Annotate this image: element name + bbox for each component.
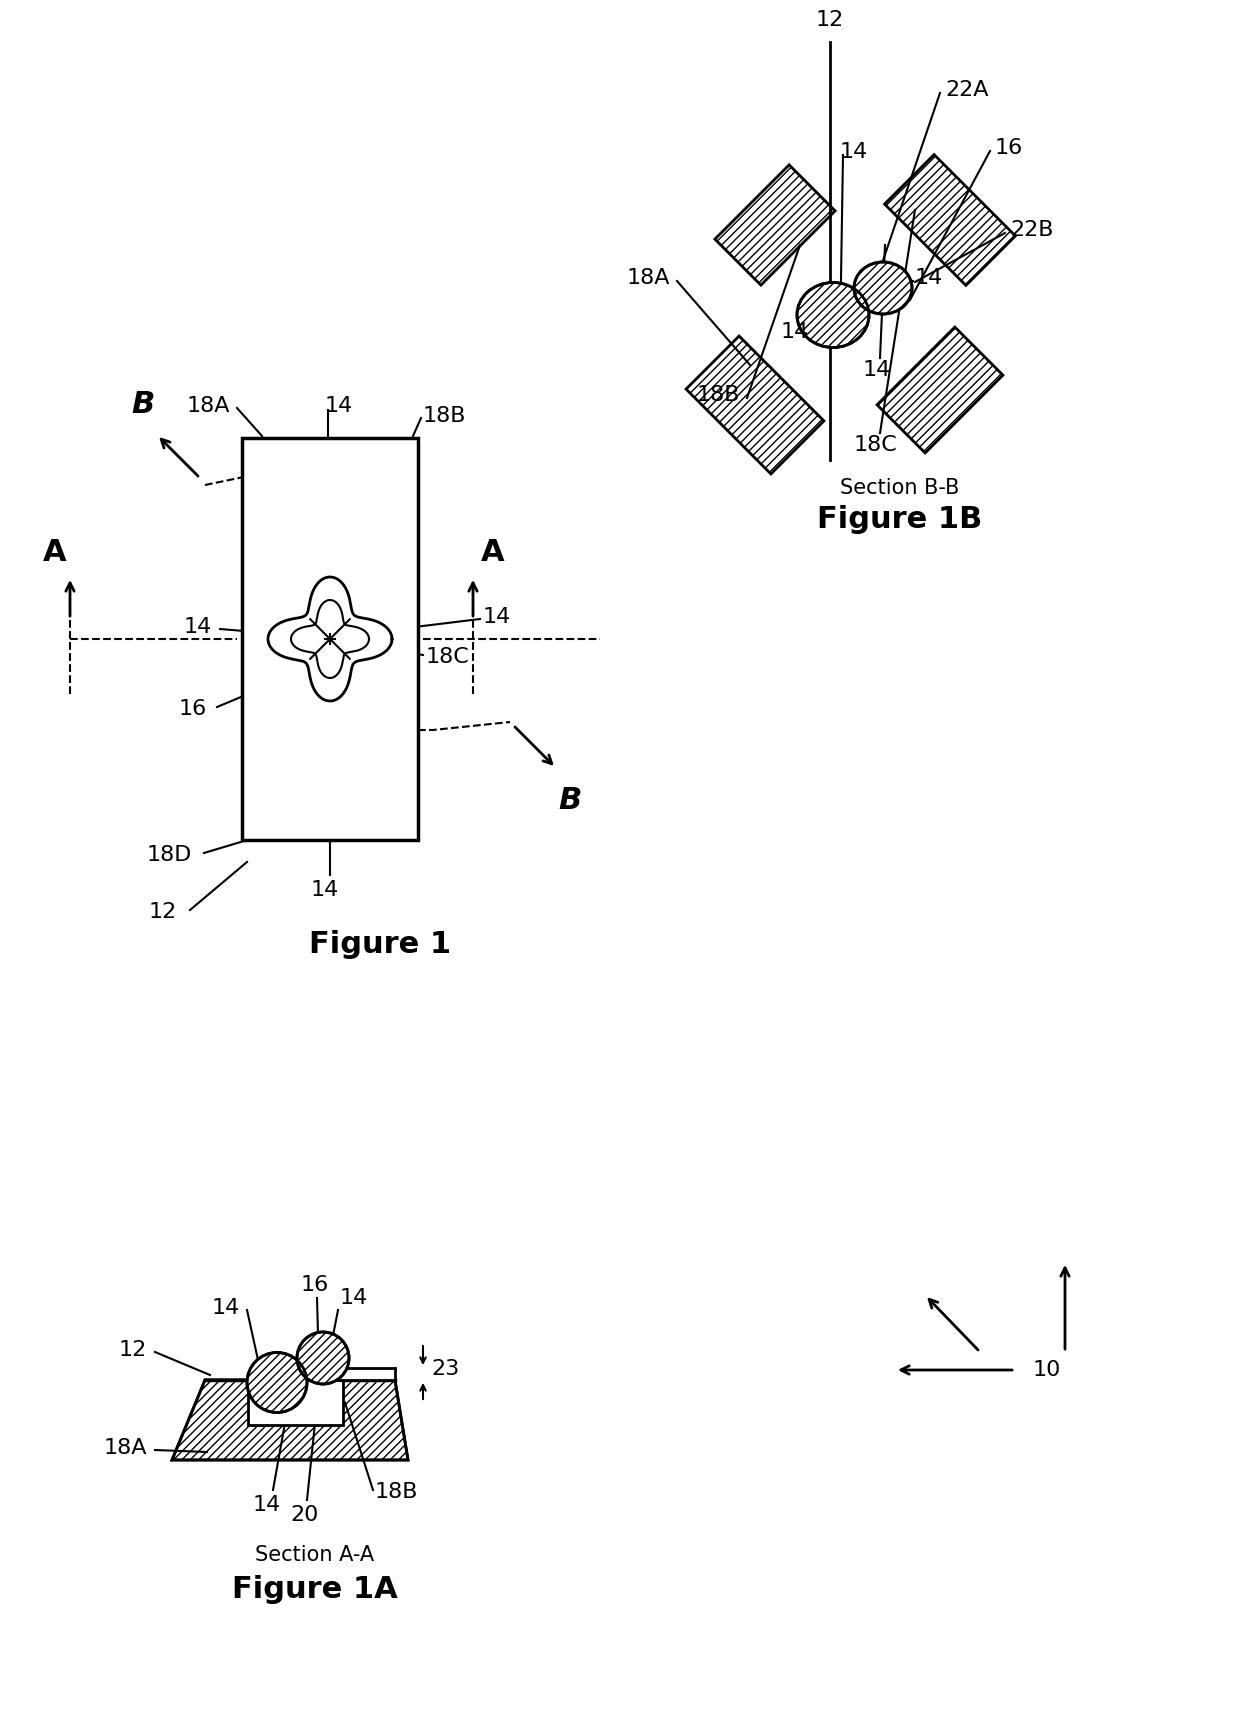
Text: 14: 14 (184, 617, 212, 638)
Text: 18D: 18D (146, 844, 192, 865)
Bar (242, 438, 418, 841)
Text: 18C: 18C (853, 434, 897, 455)
Text: 14: 14 (311, 880, 339, 899)
Ellipse shape (854, 262, 911, 314)
Text: 18C: 18C (427, 648, 470, 667)
Polygon shape (337, 1368, 396, 1380)
Text: 22A: 22A (945, 79, 988, 100)
Text: 12: 12 (816, 10, 844, 29)
Text: 18A: 18A (103, 1439, 148, 1458)
Text: B: B (131, 389, 155, 419)
Text: 18A: 18A (626, 269, 670, 288)
Text: 12: 12 (119, 1340, 148, 1359)
Text: 14: 14 (325, 396, 353, 415)
Text: 14: 14 (253, 1496, 281, 1515)
Text: Section B-B: Section B-B (841, 477, 960, 498)
Ellipse shape (797, 283, 869, 348)
Text: 16: 16 (994, 138, 1023, 159)
Text: B: B (558, 786, 582, 815)
Text: 14: 14 (781, 322, 810, 341)
Text: 14: 14 (863, 360, 892, 381)
Bar (884, 155, 1016, 286)
Text: Figure 1: Figure 1 (309, 930, 451, 960)
Polygon shape (268, 577, 392, 701)
Text: 14: 14 (839, 141, 868, 162)
Text: 16: 16 (301, 1275, 329, 1296)
Text: 18B: 18B (423, 407, 466, 426)
Bar (686, 336, 823, 474)
Text: 18B: 18B (374, 1482, 419, 1502)
Text: 14: 14 (340, 1289, 368, 1308)
Text: 14: 14 (484, 606, 511, 627)
Text: A: A (481, 538, 505, 567)
Text: Figure 1A: Figure 1A (232, 1575, 398, 1604)
Text: 14: 14 (212, 1297, 241, 1318)
Circle shape (298, 1332, 348, 1384)
Text: Figure 1B: Figure 1B (817, 505, 982, 534)
Bar (877, 327, 1003, 453)
Polygon shape (172, 1380, 408, 1459)
Text: 20: 20 (291, 1504, 319, 1525)
Text: 14: 14 (915, 269, 944, 288)
Text: 10: 10 (1033, 1359, 1061, 1380)
Bar (715, 165, 835, 284)
Text: 23: 23 (432, 1359, 459, 1378)
Text: Section A-A: Section A-A (255, 1546, 374, 1564)
Polygon shape (248, 1380, 342, 1425)
Text: 12: 12 (149, 903, 177, 922)
Text: 18B: 18B (697, 384, 740, 405)
Text: 18A: 18A (186, 396, 229, 415)
Text: 16: 16 (179, 700, 207, 718)
Text: A: A (43, 538, 67, 567)
Text: 22B: 22B (1011, 221, 1054, 239)
Circle shape (247, 1353, 308, 1413)
